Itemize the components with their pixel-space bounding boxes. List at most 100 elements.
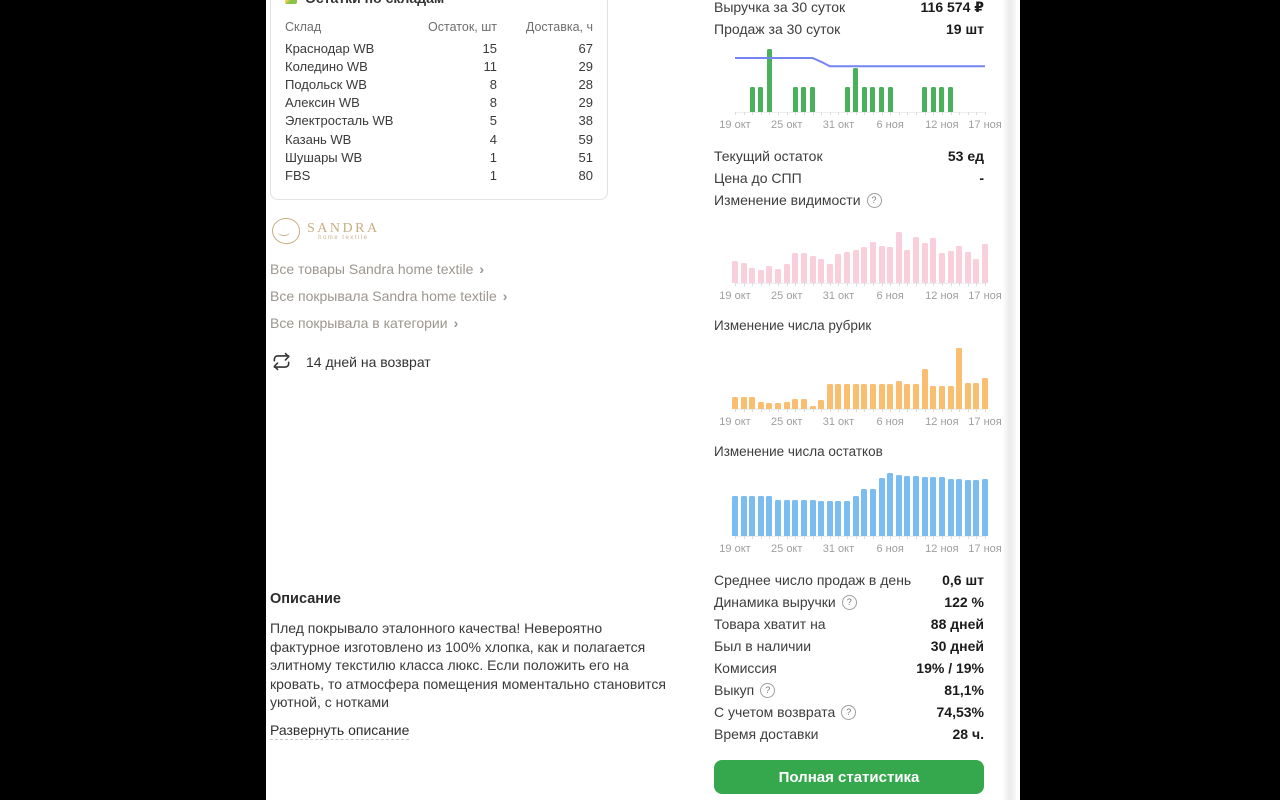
axis-tick <box>967 536 969 539</box>
top-stats: Выручка за 30 суток 116 574 ₽ Продаж за 30… <box>714 0 984 40</box>
axis-tick <box>864 409 866 412</box>
brand-emblem-icon <box>272 218 300 244</box>
chart-bar <box>973 479 980 536</box>
table-row: Алексин WB 8 29 <box>285 94 593 112</box>
axis-tick <box>786 112 788 115</box>
axis-tick <box>916 112 918 115</box>
brand-link-label: Все покрывала Sandra home textile <box>270 288 497 304</box>
chart-bar <box>904 384 911 409</box>
help-icon[interactable]: ? <box>866 192 882 208</box>
chart-bar <box>766 49 772 112</box>
axis-tick <box>735 536 736 539</box>
axis-tick <box>829 112 831 115</box>
axis-tick <box>941 536 943 539</box>
axis-tick <box>864 536 866 539</box>
help-icon[interactable]: ? <box>760 682 776 698</box>
cell-stock: 8 <box>489 76 497 92</box>
axis-tick <box>847 283 849 286</box>
expand-description-link[interactable]: Развернуть описание <box>270 721 410 740</box>
axis-tick <box>907 283 909 286</box>
axis-tick <box>821 409 823 412</box>
brand-link[interactable]: Все покрывала в категории › <box>270 316 507 330</box>
axis-tick <box>933 536 935 539</box>
axis-tick <box>855 112 857 115</box>
chart-bar <box>904 249 911 283</box>
x-axis-label: 19 окт <box>719 543 751 555</box>
brand-subtitle: home textile <box>318 234 369 241</box>
chart-bar <box>818 500 825 536</box>
scrollbar[interactable] <box>1002 0 1016 800</box>
axis-tick <box>976 536 978 539</box>
brand-link[interactable]: Все покрывала Sandra home textile › <box>270 289 507 303</box>
axis-tick <box>812 112 814 115</box>
description-body: Плед покрывало эталонного качества! Неве… <box>270 620 667 710</box>
cell-delivery: 28 <box>578 76 593 92</box>
help-icon[interactable]: ? <box>841 594 857 610</box>
x-axis-label: 31 окт <box>822 543 855 555</box>
chart-bar <box>947 478 954 536</box>
cell-delivery: 80 <box>578 167 593 183</box>
chart-bar <box>809 500 816 536</box>
stocks-chart-title: Изменение числа остатков <box>714 444 883 459</box>
help-icon[interactable]: ? <box>841 704 857 720</box>
chart-bar <box>887 87 893 112</box>
chart-bar <box>732 496 738 536</box>
axis-tick <box>959 536 961 539</box>
x-axis-label: 25 окт <box>771 543 803 555</box>
axis-tick <box>829 283 831 286</box>
chart-bar <box>861 489 868 536</box>
axis-tick <box>924 536 926 539</box>
cell-delivery: 51 <box>578 149 593 165</box>
cell-stock: 1 <box>489 149 497 165</box>
axis-tick <box>890 536 892 539</box>
stat-label: Время доставки <box>714 726 819 742</box>
axis-tick <box>976 112 978 115</box>
axis-tick <box>959 112 961 115</box>
cell-stock: 8 <box>489 95 497 111</box>
chart-bar <box>878 246 885 283</box>
chart-bar <box>757 270 764 283</box>
x-axis-label: 31 окт <box>822 290 855 302</box>
stat-label: Изменение видимости? <box>714 192 882 208</box>
x-axis-label: 12 ноя <box>925 119 959 131</box>
chart-bar <box>878 478 885 536</box>
stat-row: Изменение видимости? <box>714 189 984 211</box>
axis-tick <box>778 283 780 286</box>
full-statistics-button[interactable]: Полная статистика <box>714 760 984 794</box>
brand-link[interactable]: Все товары Sandra home textile › <box>270 262 507 276</box>
stat-label: Выручка за 30 суток <box>714 0 846 15</box>
axis-tick <box>907 536 909 539</box>
axis-tick <box>821 112 823 115</box>
chart-bar <box>749 397 756 409</box>
mid-stats: Текущий остаток 53 ед Цена до СПП - Изменени… <box>714 145 984 211</box>
stat-value: 81,1% <box>944 682 984 698</box>
axis-tick <box>735 112 736 115</box>
axis-tick <box>967 409 969 412</box>
axis-tick <box>976 409 978 412</box>
axis-tick <box>838 112 840 115</box>
chart-bar <box>956 479 963 536</box>
stat-value: 88 дней <box>930 616 984 632</box>
chart-bar <box>853 67 859 112</box>
chart-bar <box>810 87 816 112</box>
x-axis-label: 19 окт <box>719 290 751 302</box>
chart-bar <box>852 496 859 536</box>
axis-tick <box>898 283 900 286</box>
brand-logo[interactable]: SANDRA home textile <box>272 218 380 244</box>
axis-tick <box>847 536 849 539</box>
chart-bar <box>973 382 980 409</box>
stat-row: Цена до СПП - <box>714 167 984 189</box>
axis-tick <box>812 409 814 412</box>
card-title-row: Остатки по складам <box>285 0 593 7</box>
axis-tick <box>907 112 909 115</box>
axis-tick <box>803 409 805 412</box>
stat-label: С учетом возврата? <box>714 704 857 720</box>
x-axis-label: 6 ноя <box>876 119 904 131</box>
axis-tick <box>890 112 892 115</box>
chart-bar <box>921 369 928 409</box>
table-row: Казань WB 4 59 <box>285 130 593 148</box>
axis-tick <box>881 409 883 412</box>
axis-tick <box>795 536 797 539</box>
x-axis-label: 19 окт <box>719 119 751 131</box>
chart-bar <box>835 253 842 283</box>
